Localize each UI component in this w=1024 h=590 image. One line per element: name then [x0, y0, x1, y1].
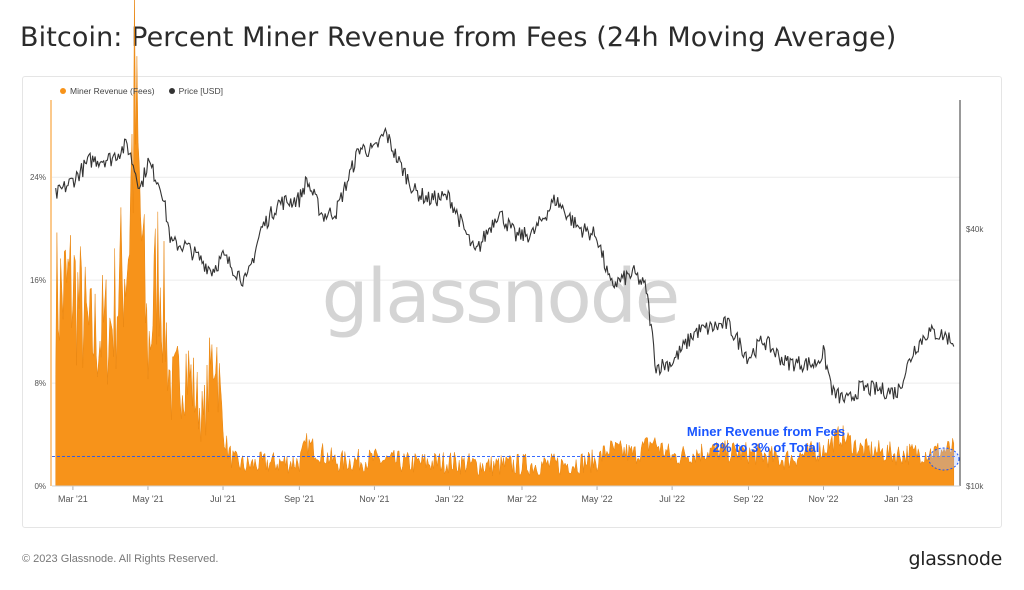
- gridlines: [50, 100, 961, 487]
- x-tick-label: Jan '23: [884, 494, 913, 504]
- legend-item-price[interactable]: Price [USD]: [168, 86, 223, 96]
- x-tick-label: May '21: [132, 494, 163, 504]
- x-tick-label: Mar '22: [507, 494, 537, 504]
- page-title: Bitcoin: Percent Miner Revenue from Fees…: [20, 22, 897, 53]
- legend-label-fees: Miner Revenue (Fees): [70, 86, 155, 96]
- glassnode-logo[interactable]: glassnode: [908, 548, 1003, 570]
- x-tick-label: Jan '22: [435, 494, 464, 504]
- fees-area[interactable]: [55, 0, 955, 487]
- price-series: [55, 126, 955, 404]
- legend-item-fees[interactable]: Miner Revenue (Fees): [60, 86, 155, 96]
- watermark: glassnode: [322, 254, 679, 340]
- annotation-layer: [52, 447, 960, 471]
- x-tick-label: Sep '21: [284, 494, 314, 504]
- fees-series: [55, 0, 955, 487]
- x-tick-label: Jul '21: [210, 494, 236, 504]
- x-tick-label: Sep '22: [733, 494, 763, 504]
- annotation-line-1: Miner Revenue from Fees: [686, 424, 846, 439]
- x-tick-label: Nov '21: [359, 494, 389, 504]
- copyright-text: © 2023 Glassnode. All Rights Reserved.: [22, 553, 219, 565]
- annotation-line-2: 2% to 3% of Total: [712, 440, 820, 455]
- y-right-tick-label: $40k: [966, 225, 984, 234]
- x-tick-label: Nov '22: [808, 494, 838, 504]
- y-right-tick-label: $10k: [966, 482, 984, 491]
- x-tick-label: Mar '21: [58, 494, 88, 504]
- legend: Miner Revenue (Fees) Price [USD]: [60, 86, 223, 96]
- y-left-tick-label: 16%: [30, 276, 46, 285]
- x-tick-label: May '22: [581, 494, 612, 504]
- legend-dot-price: [168, 88, 175, 94]
- y-left-tick-label: 0%: [34, 482, 46, 491]
- x-tick-label: Jul '22: [659, 494, 685, 504]
- y-left-tick-label: 24%: [30, 173, 46, 182]
- annotation-label: Miner Revenue from Fees 2% to 3% of Tota…: [656, 424, 876, 456]
- legend-dot-fees: [60, 88, 66, 94]
- legend-label-price: Price [USD]: [178, 86, 223, 96]
- axes: 0% 8% 16% 24% $10k $40k Mar '21 May '21 Jul '21 S…: [30, 173, 984, 504]
- annotation-highlight-ellipse: [928, 447, 960, 471]
- y-left-tick-label: 8%: [34, 379, 46, 388]
- price-line[interactable]: [55, 126, 955, 404]
